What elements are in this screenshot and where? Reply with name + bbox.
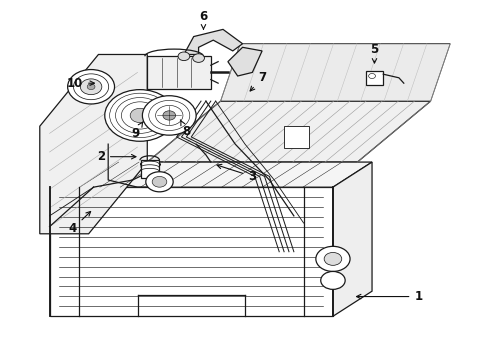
Text: 9: 9 (131, 122, 143, 140)
Text: 10: 10 (67, 77, 95, 90)
Circle shape (87, 84, 95, 90)
Circle shape (152, 176, 167, 187)
Polygon shape (147, 101, 431, 162)
Bar (284, 126, 309, 148)
Circle shape (105, 90, 175, 141)
Circle shape (368, 73, 375, 78)
Circle shape (130, 108, 150, 123)
Circle shape (193, 54, 204, 62)
Circle shape (163, 111, 175, 120)
Text: 7: 7 (250, 71, 266, 91)
Text: 8: 8 (180, 120, 191, 138)
Polygon shape (49, 162, 372, 187)
Bar (141, 160, 159, 178)
Circle shape (321, 271, 345, 289)
Text: 5: 5 (370, 42, 379, 63)
Text: 6: 6 (199, 10, 208, 29)
Polygon shape (184, 30, 243, 54)
Circle shape (80, 79, 102, 95)
Circle shape (178, 52, 190, 60)
Circle shape (68, 69, 115, 104)
Circle shape (316, 246, 350, 271)
Polygon shape (333, 162, 372, 316)
Bar (366, 71, 383, 85)
Text: 1: 1 (357, 290, 422, 303)
Polygon shape (220, 44, 450, 101)
Text: 2: 2 (97, 150, 136, 163)
Bar (147, 56, 211, 89)
Circle shape (146, 172, 173, 192)
Circle shape (143, 96, 196, 135)
Text: 4: 4 (69, 211, 91, 235)
Polygon shape (40, 54, 147, 234)
Text: 3: 3 (217, 164, 256, 183)
Polygon shape (228, 47, 262, 76)
Polygon shape (49, 187, 333, 316)
Circle shape (324, 252, 342, 265)
